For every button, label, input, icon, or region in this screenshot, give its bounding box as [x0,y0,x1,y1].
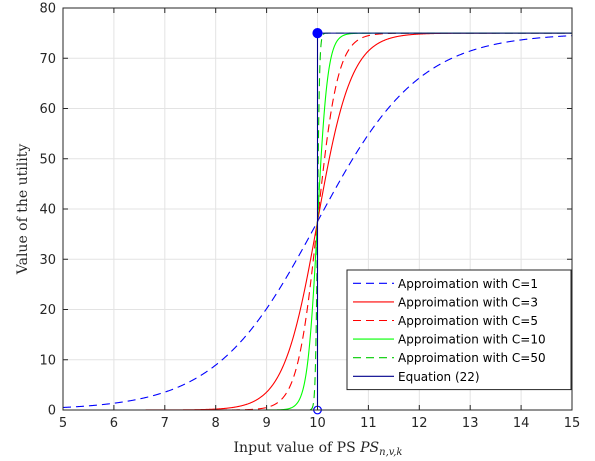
y-tick-label: 60 [39,102,56,117]
x-tick-label: 9 [262,416,270,431]
legend-entry: Approimation with C=10 [398,333,546,347]
legend-entry: Approimation with C=5 [398,314,538,328]
x-tick-label: 15 [564,416,581,431]
x-tick-label: 12 [411,416,428,431]
legend-entry: Approimation with C=3 [398,295,538,309]
y-tick-label: 80 [39,2,56,17]
legend-box [346,269,572,391]
legend-entry: Approimation with C=50 [398,351,546,365]
x-axis-label: Input value of PS PSn,v,k [234,440,403,458]
y-tick-label: 0 [48,404,56,419]
legend-entry: Equation (22) [398,370,480,384]
x-tick-label: 11 [360,416,377,431]
y-tick-label: 10 [39,353,56,368]
y-tick-label: 40 [39,203,56,218]
filled-marker [312,28,323,39]
y-tick-label: 70 [39,52,56,67]
y-tick-label: 50 [39,152,56,167]
y-axis-label: Value of the utility [15,144,31,276]
x-tick-label: 8 [212,416,220,431]
y-tick-label: 20 [39,303,56,318]
x-tick-label: 13 [462,416,479,431]
ticks: 5 6 7 8 9 10 11 12 13 14 15 0 10 20 30 40 50 60 70 80 [39,2,580,432]
x-tick-label: 6 [110,416,118,431]
x-tick-label: 14 [513,416,530,431]
y-tick-label: 30 [39,253,56,268]
legend-entry: Approimation with C=1 [398,277,538,291]
x-tick-label: 10 [309,416,326,431]
x-tick-label: 5 [59,416,67,431]
x-tick-label: 7 [161,416,169,431]
legend: Approimation with C=1 Approimation with C… [346,269,572,391]
